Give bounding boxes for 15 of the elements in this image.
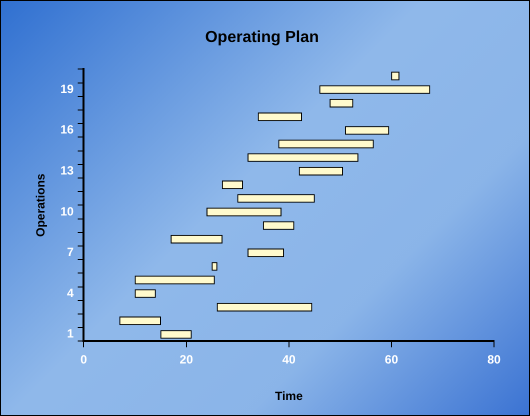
y-tick-label: 10	[60, 204, 74, 218]
x-tick-label: 0	[80, 352, 88, 367]
x-axis-title: Time	[274, 389, 304, 404]
x-tick-label: 60	[384, 352, 398, 367]
y-tick-label: 13	[60, 164, 74, 178]
y-tick-label: 4	[67, 286, 74, 300]
x-tick-label: 40	[282, 352, 296, 367]
x-tick-label: 80	[487, 352, 501, 367]
y-tick-label: 19	[60, 82, 74, 96]
y-tick-label: 7	[67, 245, 74, 260]
y-tick-label: 1	[67, 326, 74, 341]
chart-title: Operating Plan	[205, 29, 319, 46]
x-tick-label: 20	[180, 352, 194, 367]
y-tick-label: 16	[60, 122, 74, 137]
y-axis-title: Operations	[34, 173, 48, 237]
